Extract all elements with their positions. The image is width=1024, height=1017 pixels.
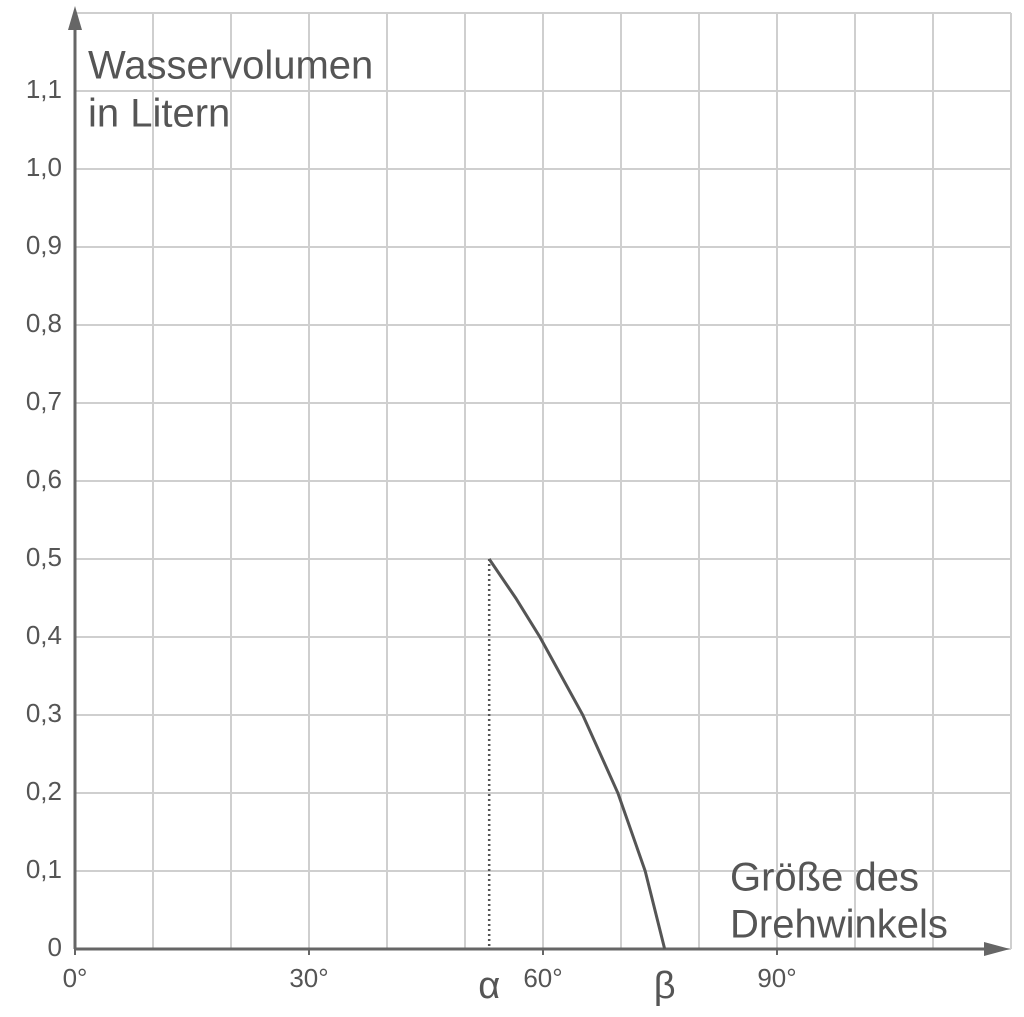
y-tick-label: 0,9	[26, 230, 62, 260]
y-tick-label: 0,2	[26, 776, 62, 806]
y-tick-label: 0,6	[26, 464, 62, 494]
y-tick-label: 0,4	[26, 620, 62, 650]
y-tick-label: 0,1	[26, 854, 62, 884]
y-tick-label: 1,1	[26, 74, 62, 104]
y-tick-label: 0,5	[26, 542, 62, 572]
x-axis-arrow	[984, 942, 1010, 956]
y-axis-label: Wasservolumen	[88, 44, 373, 88]
y-axis-label: in Litern	[88, 92, 230, 136]
angle-label: β	[654, 965, 676, 1007]
x-axis-label: Drehwinkels	[730, 903, 948, 947]
y-tick-label: 0	[48, 932, 62, 962]
y-axis-arrow	[68, 6, 82, 30]
y-tick-label: 1,0	[26, 152, 62, 182]
curve	[487, 558, 667, 950]
y-tick-label: 0,7	[26, 386, 62, 416]
y-tick-label: 0,8	[26, 308, 62, 338]
x-axis-label: Größe des	[730, 856, 919, 900]
y-tick-label: 0,3	[26, 698, 62, 728]
grid	[75, 12, 1012, 950]
x-tick-label: 90°	[757, 963, 796, 993]
angle-label: α	[478, 965, 500, 1007]
x-tick-label: 0°	[63, 963, 88, 993]
x-tick-label: 60°	[523, 963, 562, 993]
x-tick-label: 30°	[289, 963, 328, 993]
